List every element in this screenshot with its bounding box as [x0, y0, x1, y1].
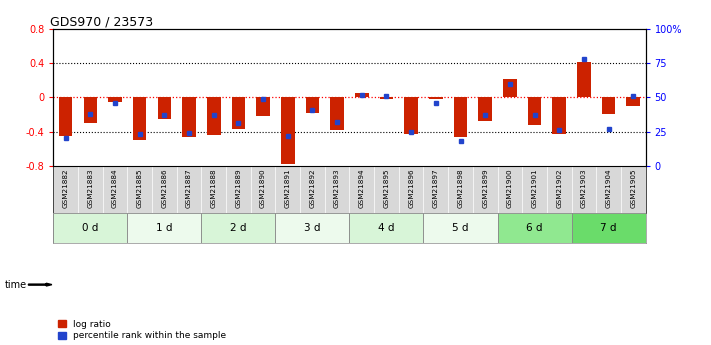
Bar: [429, 97, 443, 99]
Bar: [158, 97, 171, 119]
Text: GSM21886: GSM21886: [161, 168, 167, 208]
Text: GSM21904: GSM21904: [606, 168, 611, 208]
Text: 1 d: 1 d: [156, 223, 173, 233]
Text: GSM21883: GSM21883: [87, 168, 93, 208]
Bar: [479, 97, 492, 121]
Bar: [572, 213, 646, 243]
Bar: [355, 93, 368, 97]
Bar: [602, 97, 615, 115]
Text: GSM21887: GSM21887: [186, 168, 192, 208]
Text: 5 d: 5 d: [452, 223, 469, 233]
Bar: [59, 97, 73, 136]
Bar: [498, 213, 572, 243]
Text: 0 d: 0 d: [82, 223, 99, 233]
Text: 2 d: 2 d: [230, 223, 247, 233]
Bar: [577, 62, 591, 97]
Text: GSM21885: GSM21885: [137, 168, 143, 208]
Bar: [256, 97, 270, 116]
Bar: [207, 97, 220, 135]
Text: time: time: [4, 280, 26, 289]
Text: GSM21900: GSM21900: [507, 168, 513, 208]
Bar: [552, 97, 566, 134]
Text: 6 d: 6 d: [526, 223, 542, 233]
Text: GSM21882: GSM21882: [63, 168, 69, 208]
Text: GSM21898: GSM21898: [457, 168, 464, 208]
Bar: [331, 97, 344, 130]
Text: GSM21892: GSM21892: [309, 168, 316, 208]
Bar: [424, 213, 498, 243]
Text: GSM21903: GSM21903: [581, 168, 587, 208]
Bar: [84, 97, 97, 123]
Bar: [454, 97, 467, 137]
Bar: [380, 97, 393, 99]
Text: GSM21905: GSM21905: [630, 168, 636, 208]
Bar: [232, 97, 245, 129]
Bar: [281, 97, 294, 164]
Text: 7 d: 7 d: [600, 223, 617, 233]
Text: GSM21884: GSM21884: [112, 168, 118, 208]
Text: GSM21899: GSM21899: [482, 168, 488, 208]
Text: GSM21891: GSM21891: [285, 168, 291, 208]
Bar: [405, 97, 418, 134]
Text: GSM21902: GSM21902: [556, 168, 562, 208]
Bar: [349, 213, 424, 243]
Bar: [306, 97, 319, 113]
Text: GSM21895: GSM21895: [383, 168, 390, 208]
Bar: [53, 213, 127, 243]
Text: GSM21897: GSM21897: [433, 168, 439, 208]
Legend: log ratio, percentile rank within the sample: log ratio, percentile rank within the sa…: [58, 320, 226, 341]
Bar: [275, 213, 349, 243]
Text: GSM21896: GSM21896: [408, 168, 414, 208]
Text: GSM21890: GSM21890: [260, 168, 266, 208]
Bar: [201, 213, 275, 243]
Text: GSM21889: GSM21889: [235, 168, 242, 208]
Bar: [108, 97, 122, 102]
Text: GSM21893: GSM21893: [334, 168, 340, 208]
Bar: [182, 97, 196, 137]
Text: GSM21894: GSM21894: [359, 168, 365, 208]
Text: GSM21901: GSM21901: [532, 168, 538, 208]
Text: GDS970 / 23573: GDS970 / 23573: [50, 15, 154, 28]
Bar: [503, 79, 517, 97]
Text: 4 d: 4 d: [378, 223, 395, 233]
Bar: [528, 97, 541, 125]
Bar: [133, 97, 146, 140]
Text: GSM21888: GSM21888: [210, 168, 217, 208]
Bar: [127, 213, 201, 243]
Text: 3 d: 3 d: [304, 223, 321, 233]
Bar: [626, 97, 640, 106]
